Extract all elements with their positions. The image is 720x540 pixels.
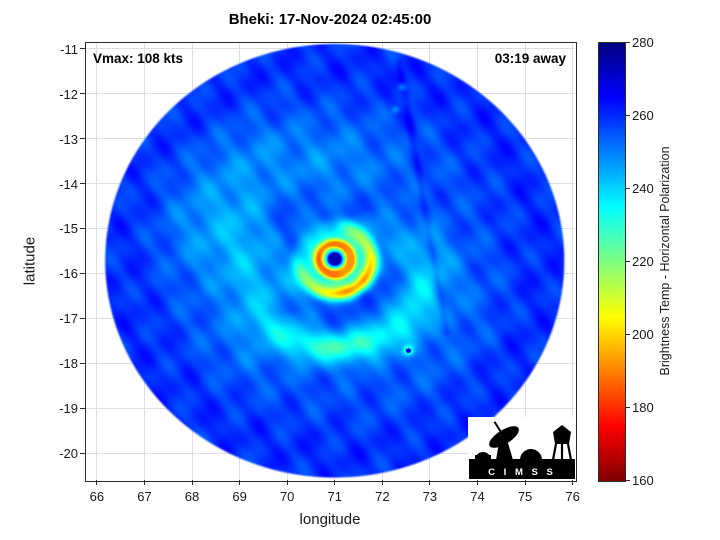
y-tick-label: -18 (59, 356, 78, 372)
colorbar-tick-label: 260 (632, 108, 654, 123)
y-tick-mark (80, 138, 85, 140)
colorbar-tick-mark (625, 114, 630, 116)
y-tick-label: -14 (59, 176, 78, 192)
y-tick-mark (80, 183, 85, 184)
vmax-annotation: Vmax: 108 kts (93, 51, 184, 66)
y-tick-mark (80, 93, 85, 95)
x-tick-mark (572, 480, 574, 485)
x-tick-mark (334, 480, 336, 485)
colorbar-tick-label: 220 (632, 254, 654, 269)
y-tick-label: -16 (59, 266, 78, 282)
x-tick-label: 73 (422, 489, 438, 504)
satellite-brightness-temp-heatmap (85, 42, 575, 480)
y-axis-label: latitude (21, 236, 39, 286)
plot-title: Bheki: 17-Nov-2024 02:45:00 (228, 11, 432, 28)
colorbar-tick-label: 240 (632, 181, 654, 196)
colorbar-tick-mark (625, 187, 630, 189)
colorbar-tick-label: 160 (632, 473, 654, 488)
y-tick-mark (80, 452, 85, 454)
x-tick-label: 68 (184, 489, 200, 504)
x-tick-mark (524, 480, 526, 485)
colorbar (598, 42, 626, 482)
colorbar-tick-mark (625, 406, 630, 408)
y-tick-label: -20 (59, 446, 78, 462)
colorbar-tick-mark (625, 41, 630, 43)
x-tick-label: 71 (327, 489, 342, 504)
x-tick-mark (239, 480, 241, 485)
x-tick-mark (191, 480, 193, 485)
y-tick-label: -19 (59, 401, 78, 417)
x-tick-mark (476, 480, 478, 485)
cimss-logo-text: C I M S S (488, 467, 556, 478)
x-tick-label: 74 (470, 489, 485, 504)
y-tick-mark (80, 407, 85, 409)
satellite-dish-icon (489, 421, 519, 448)
y-tick-label: -13 (59, 131, 78, 147)
x-tick-label: 72 (375, 489, 390, 504)
y-tick-mark (80, 317, 85, 319)
x-tick-mark (381, 480, 383, 485)
x-tick-mark (429, 480, 431, 485)
colorbar-tick-label: 200 (632, 327, 654, 342)
y-tick-label: -17 (59, 311, 78, 327)
cimss-logo: C I M S S (468, 417, 576, 480)
colorbar-tick-mark (625, 260, 630, 262)
x-tick-mark (286, 480, 288, 485)
y-tick-label: -11 (60, 41, 78, 57)
y-tick-mark (80, 227, 85, 229)
eta-annotation: 03:19 away (494, 51, 566, 66)
x-tick-label: 70 (279, 489, 295, 504)
y-tick-label: -15 (59, 221, 78, 237)
x-tick-label: 76 (565, 489, 580, 504)
y-tick-mark (80, 272, 85, 274)
x-tick-label: 67 (137, 489, 152, 504)
x-tick-label: 66 (89, 489, 105, 504)
x-tick-mark (143, 480, 145, 485)
x-tick-mark (96, 480, 98, 485)
x-tick-label: 75 (517, 489, 533, 504)
y-tick-mark (80, 48, 85, 50)
colorbar-tick-mark (625, 479, 630, 481)
colorbar-tick-label: 180 (632, 400, 654, 415)
colorbar-tick-mark (625, 333, 630, 335)
cimss-logo-art: C I M S S (468, 417, 576, 480)
y-tick-mark (80, 362, 85, 364)
x-axis-label: longitude (299, 511, 361, 528)
y-tick-label: -12 (59, 86, 78, 102)
colorbar-tick-label: 280 (632, 35, 654, 50)
x-tick-label: 69 (232, 489, 247, 504)
